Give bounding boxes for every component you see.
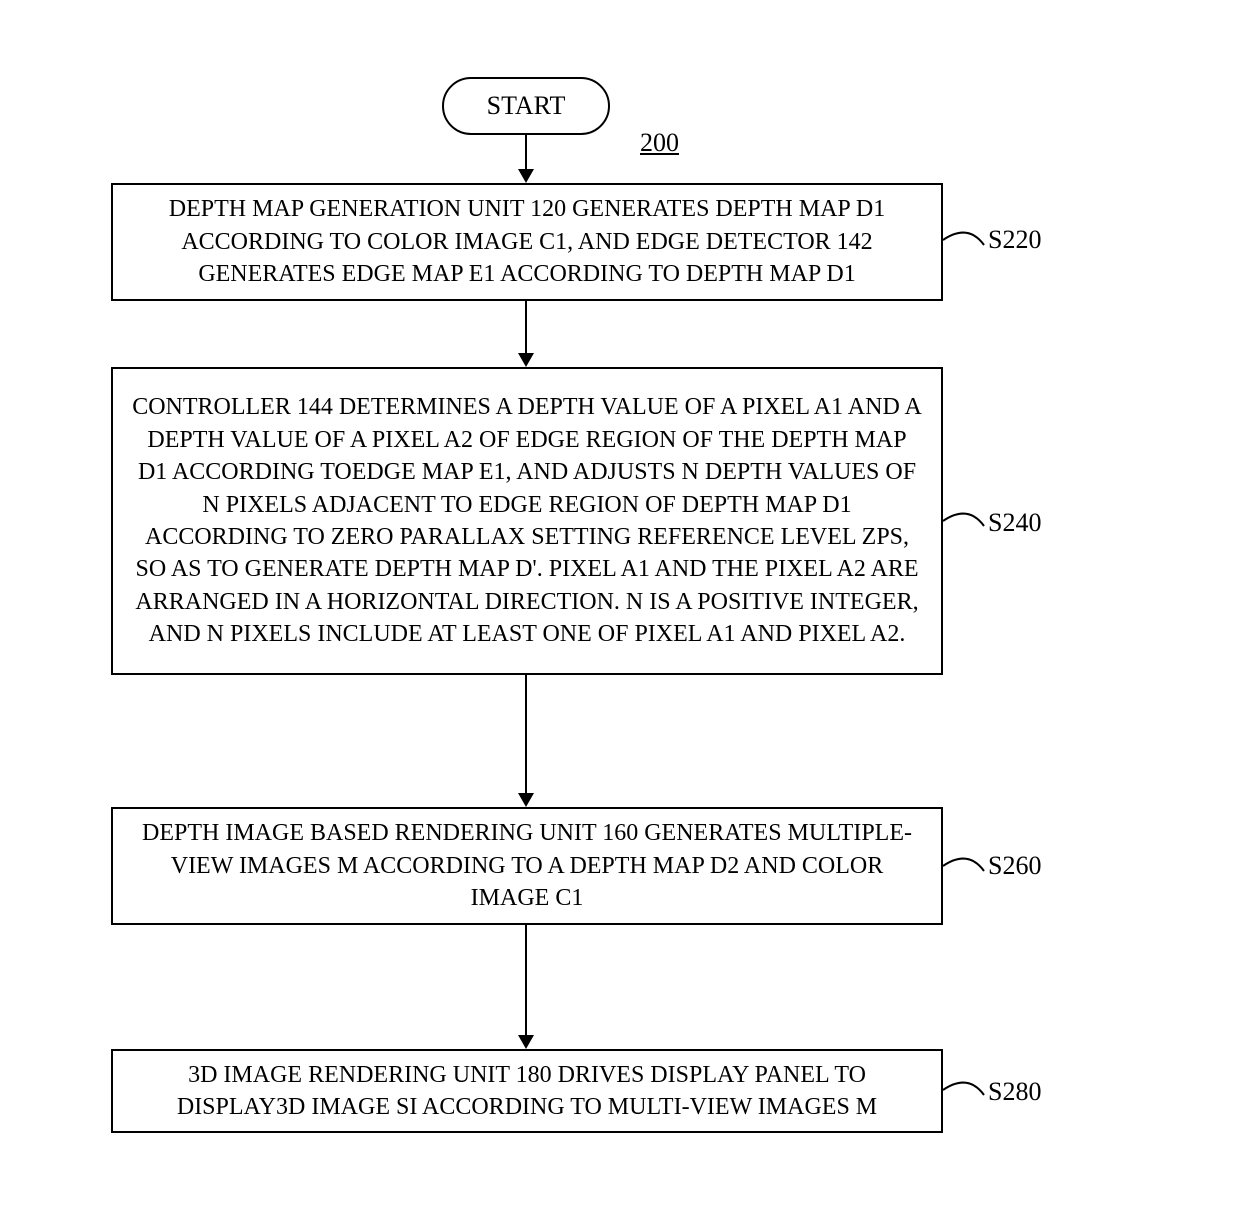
step-label-s220: S220 xyxy=(988,225,1041,255)
process-text: CONTROLLER 144 DETERMINES A DEPTH VALUE … xyxy=(131,391,923,650)
process-text: 3D IMAGE RENDERING UNIT 180 DRIVES DISPL… xyxy=(131,1059,923,1124)
start-node: START xyxy=(442,77,610,135)
step-label-s280: S280 xyxy=(988,1077,1041,1107)
process-node-s240: CONTROLLER 144 DETERMINES A DEPTH VALUE … xyxy=(111,367,943,675)
step-label-s260: S260 xyxy=(988,851,1041,881)
figure-reference-number: 200 xyxy=(640,128,679,158)
step-label-s240: S240 xyxy=(988,508,1041,538)
process-node-s280: 3D IMAGE RENDERING UNIT 180 DRIVES DISPL… xyxy=(111,1049,943,1133)
start-label: START xyxy=(487,88,566,123)
process-node-s260: DEPTH IMAGE BASED RENDERING UNIT 160 GEN… xyxy=(111,807,943,925)
process-text: DEPTH MAP GENERATION UNIT 120 GENERATES … xyxy=(131,193,923,290)
process-text: DEPTH IMAGE BASED RENDERING UNIT 160 GEN… xyxy=(131,817,923,914)
process-node-s220: DEPTH MAP GENERATION UNIT 120 GENERATES … xyxy=(111,183,943,301)
